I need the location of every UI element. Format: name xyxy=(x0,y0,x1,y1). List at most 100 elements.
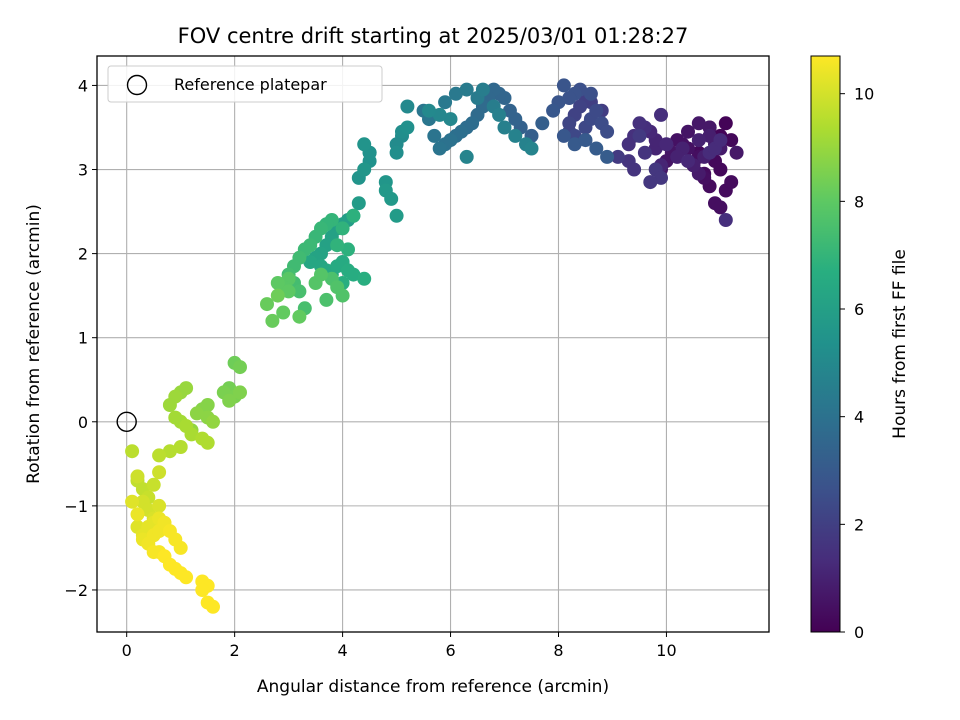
data-point xyxy=(502,103,517,118)
data-point xyxy=(260,297,274,312)
data-point xyxy=(643,175,658,190)
data-point xyxy=(600,124,615,139)
data-point xyxy=(233,385,247,400)
data-point xyxy=(206,414,220,429)
data-point xyxy=(335,221,350,236)
data-point xyxy=(535,116,550,131)
data-point xyxy=(400,120,415,135)
data-point xyxy=(524,141,539,156)
y-tick-label: −1 xyxy=(64,497,88,516)
data-point xyxy=(610,149,625,164)
data-point xyxy=(125,444,140,459)
data-point xyxy=(681,154,695,169)
data-point xyxy=(427,128,442,143)
legend-marker xyxy=(126,74,148,96)
data-point xyxy=(319,292,334,307)
y-axis-label: Rotation from reference (arcmin) xyxy=(24,204,44,484)
data-point xyxy=(448,86,463,101)
data-point xyxy=(600,149,615,164)
data-point xyxy=(270,276,285,290)
data-point xyxy=(724,133,739,148)
data-points xyxy=(116,78,744,614)
data-point xyxy=(654,107,668,122)
legend-label: Reference platepar xyxy=(174,75,327,94)
data-point xyxy=(341,242,355,257)
data-point xyxy=(184,427,199,442)
data-point xyxy=(713,162,728,177)
x-axis-ticks: 0 2 4 6 8 10 xyxy=(122,632,677,660)
data-point xyxy=(233,360,247,375)
data-point xyxy=(681,124,695,139)
data-point xyxy=(130,507,145,522)
data-point xyxy=(578,133,593,148)
data-point xyxy=(384,191,399,206)
data-point xyxy=(389,208,404,223)
data-point xyxy=(173,440,188,454)
colorbar-ticks: 0 2 4 6 8 10 xyxy=(840,85,874,642)
data-point xyxy=(589,103,604,118)
data-point xyxy=(265,313,280,328)
data-point xyxy=(718,116,733,131)
data-point xyxy=(583,86,598,101)
data-point xyxy=(330,238,345,253)
data-point xyxy=(632,116,647,131)
data-point xyxy=(162,444,177,459)
data-point xyxy=(627,162,642,177)
x-tick-label: 4 xyxy=(337,641,347,660)
data-point xyxy=(303,255,318,269)
data-point xyxy=(346,208,361,223)
data-point xyxy=(389,145,404,160)
y-tick-label: 4 xyxy=(78,76,88,95)
data-point xyxy=(670,149,685,164)
data-point xyxy=(556,128,571,143)
data-point xyxy=(621,137,636,152)
colorbar-gradient xyxy=(810,55,841,633)
data-point xyxy=(497,120,512,135)
data-point xyxy=(475,82,490,97)
data-point xyxy=(438,95,453,110)
data-point xyxy=(314,267,328,282)
colorbar: 0 2 4 6 8 10 Hours from first FF file xyxy=(810,55,910,642)
data-point xyxy=(546,103,561,118)
x-tick-label: 6 xyxy=(445,641,455,660)
data-point xyxy=(654,170,668,185)
data-point xyxy=(292,284,307,299)
data-point xyxy=(179,570,194,585)
data-point xyxy=(508,128,523,143)
colorbar-label: Hours from first FF file xyxy=(890,249,910,439)
data-point xyxy=(432,141,447,156)
data-point xyxy=(200,435,215,450)
data-point xyxy=(270,288,285,303)
data-point xyxy=(400,99,415,114)
data-point xyxy=(130,469,145,484)
data-point xyxy=(567,137,582,152)
data-point xyxy=(222,393,237,408)
data-point xyxy=(281,284,296,299)
data-point xyxy=(422,103,436,118)
data-point xyxy=(691,133,706,148)
data-point xyxy=(492,107,507,122)
colorbar-tick-label: 10 xyxy=(854,85,874,104)
colorbar-tick-label: 2 xyxy=(854,515,864,534)
data-point xyxy=(346,267,361,282)
data-point xyxy=(125,494,140,509)
x-tick-label: 0 xyxy=(122,641,132,660)
x-axis-label: Angular distance from reference (arcmin) xyxy=(257,677,609,697)
data-point xyxy=(713,133,728,148)
y-tick-label: 0 xyxy=(78,413,88,432)
data-point xyxy=(357,271,372,286)
data-point xyxy=(589,141,604,156)
data-point xyxy=(173,540,188,555)
data-point xyxy=(443,112,458,127)
data-point xyxy=(189,406,204,421)
data-point xyxy=(691,116,706,131)
y-tick-label: 1 xyxy=(78,329,88,348)
colorbar-tick-label: 6 xyxy=(854,300,864,319)
legend: Reference platepar xyxy=(107,65,383,103)
data-point xyxy=(351,196,366,211)
data-point xyxy=(152,448,167,463)
y-tick-label: −2 xyxy=(64,581,88,600)
data-point xyxy=(718,213,733,227)
